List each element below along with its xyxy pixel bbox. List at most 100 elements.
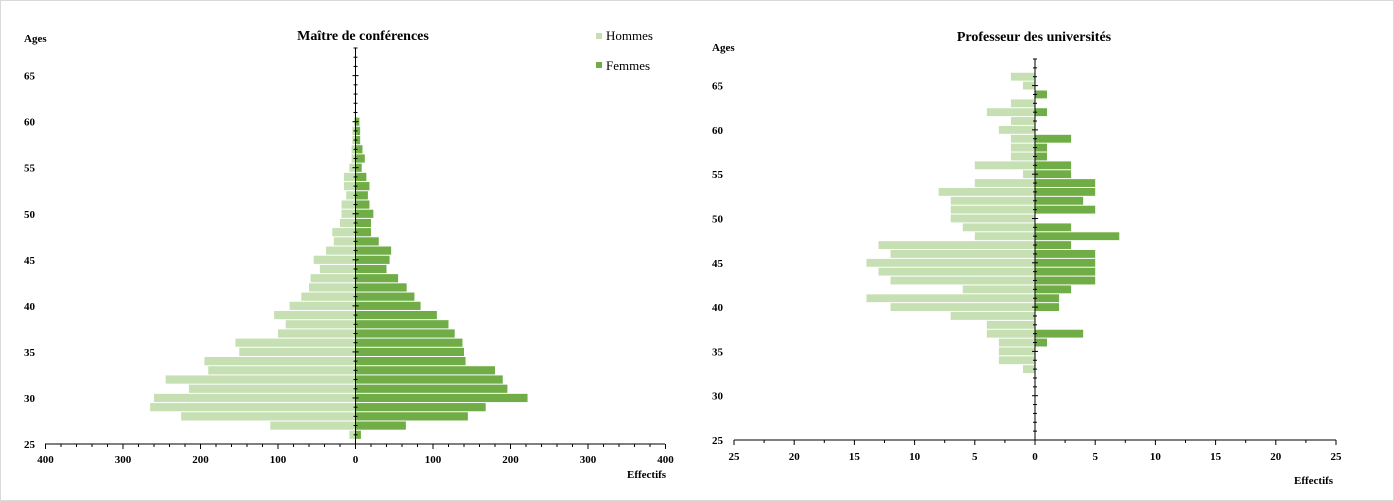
chart2-bar-femmes-age-53: [1035, 188, 1095, 196]
chart1-y-tick-label: 45: [24, 255, 36, 267]
chart1-bar-femmes-age-49: [356, 219, 372, 227]
chart1-bar-femmes-age-47: [356, 237, 379, 245]
chart1-y-tick-label: 55: [24, 163, 36, 175]
chart1-bar-hommes-age-44: [320, 265, 356, 273]
chart1-y-tick-label: 25: [24, 439, 36, 451]
chart2-x-tick-label: 0: [1032, 451, 1038, 463]
chart1-bar-femmes-age-40: [356, 302, 421, 310]
chart2-bar-femmes-age-40: [1035, 303, 1059, 311]
chart2-x-tick-label: 5: [1092, 451, 1098, 463]
chart1-y-tick-label: 60: [24, 117, 36, 129]
chart1-bar-femmes-age-37: [356, 329, 455, 337]
chart1-bar-femmes-age-35: [356, 348, 465, 356]
chart1-bar-hommes-age-27: [270, 421, 355, 429]
chart2-bar-femmes-age-45: [1035, 259, 1095, 267]
chart1-bar-hommes-age-47: [334, 237, 356, 245]
chart1-x-tick-label: 200: [192, 454, 209, 466]
chart1-y-tick-label: 40: [24, 301, 36, 313]
chart2-bar-hommes-age-62: [987, 108, 1035, 116]
chart1-x-tick-label: 200: [502, 454, 519, 466]
chart2-bar-hommes-age-37: [987, 330, 1035, 338]
chart2-bar-femmes-age-41: [1035, 294, 1059, 302]
chart2-bar-hommes-age-53: [939, 188, 1035, 196]
chart1-bar-femmes-age-48: [356, 228, 372, 236]
chart2-bar-femmes-age-59: [1035, 135, 1071, 143]
chart2-bar-hommes-age-38: [987, 321, 1035, 329]
chart1-bar-hommes-age-36: [235, 339, 355, 347]
chart1-bar-femmes-age-29: [356, 403, 486, 411]
chart1-bar-hommes-age-37: [278, 329, 356, 337]
chart2-bar-hommes-age-49: [963, 223, 1035, 231]
chart2-y-tick-label: 35: [712, 346, 724, 358]
legend-hommes-swatch: [596, 33, 602, 39]
chart2-x-tick-label: 10: [909, 451, 921, 463]
chart1-bar-femmes-age-39: [356, 311, 437, 319]
chart1-bar-femmes-age-51: [356, 200, 370, 208]
chart1-bar-hommes-age-30: [154, 394, 356, 402]
chart1-bar-femmes-age-33: [356, 366, 496, 374]
chart2-bar-hommes-age-35: [999, 347, 1035, 355]
chart1-title: Maître de conférences: [297, 29, 429, 44]
chart1-x-tick-label: 300: [580, 454, 597, 466]
chart1-bar-femmes-age-38: [356, 320, 449, 328]
chart1-bar-femmes-age-53: [356, 182, 370, 190]
chart2-bar-femmes-age-37: [1035, 330, 1083, 338]
chart1-bar-femmes-age-32: [356, 375, 503, 383]
chart2-y-tick-label: 60: [712, 125, 724, 137]
chart1-bar-hommes-age-42: [309, 283, 356, 291]
chart2-bar-hommes-age-40: [891, 303, 1035, 311]
chart2-bar-femmes-age-48: [1035, 232, 1119, 240]
chart2-x-tick-label: 25: [1331, 451, 1343, 463]
chart-professeur-des-universites: Professeur des universités Ages Effectif…: [712, 30, 1342, 487]
chart2-y-tick-label: 65: [712, 81, 724, 93]
chart2-bar-femmes-age-54: [1035, 179, 1095, 187]
chart2-bar-hommes-age-61: [1011, 117, 1035, 125]
chart1-bar-femmes-age-28: [356, 412, 468, 420]
chart2-bar-femmes-age-51: [1035, 206, 1095, 214]
chart1-bar-hommes-age-34: [204, 357, 355, 365]
chart1-y-tick-label: 30: [24, 393, 36, 405]
chart1-bar-hommes-age-43: [311, 274, 356, 282]
chart1-y-axis-label: Ages: [24, 33, 47, 45]
legend-femmes-label: Femmes: [606, 58, 650, 73]
chart2-x-tick-label: 15: [849, 451, 861, 463]
chart2-bar-hommes-age-58: [1011, 144, 1035, 152]
chart1-bar-hommes-age-35: [239, 348, 355, 356]
chart2-bar-femmes-age-43: [1035, 277, 1095, 285]
chart-maitre-de-conferences: Maître de conférences Ages Effectifs Hom…: [24, 28, 674, 481]
chart1-bar-hommes-age-38: [286, 320, 356, 328]
chart2-x-tick-label: 20: [789, 451, 801, 463]
chart2-y-axis-label: Ages: [712, 42, 735, 54]
chart1-bar-hommes-age-51: [342, 200, 356, 208]
chart2-bar-hommes-age-42: [963, 285, 1035, 293]
chart2-bar-femmes-age-56: [1035, 161, 1071, 169]
chart2-bar-femmes-age-42: [1035, 285, 1071, 293]
chart1-x-axis-label: Effectifs: [627, 469, 667, 481]
chart2-bar-hommes-age-56: [975, 161, 1035, 169]
chart1-x-tick-label: 400: [37, 454, 54, 466]
chart1-x-tick-label: 100: [425, 454, 442, 466]
chart1-bar-hommes-age-29: [150, 403, 355, 411]
chart1-bar-hommes-age-33: [208, 366, 355, 374]
chart2-x-axis-label: Effectifs: [1294, 475, 1334, 487]
chart1-bar-hommes-age-45: [314, 256, 356, 264]
chart2-bar-hommes-age-39: [951, 312, 1035, 320]
chart2-bar-hommes-age-66: [1011, 73, 1035, 81]
chart2-y-tick-label: 40: [712, 302, 724, 314]
chart1-bar-hommes-age-40: [290, 302, 356, 310]
chart2-title: Professeur des universités: [957, 30, 1112, 45]
chart2-x-tick-label: 25: [729, 451, 741, 463]
chart1-bar-femmes-age-44: [356, 265, 387, 273]
chart1-bar-hommes-age-46: [326, 247, 355, 255]
chart2-y-tick-label: 45: [712, 258, 724, 270]
chart2-bar-hommes-age-46: [891, 250, 1035, 258]
legend-hommes-label: Hommes: [606, 28, 653, 43]
chart2-bar-hommes-age-57: [1011, 153, 1035, 161]
chart1-y-tick-label: 35: [24, 347, 36, 359]
chart2-bar-hommes-age-44: [878, 268, 1035, 276]
chart1-bar-femmes-age-42: [356, 283, 407, 291]
legend-femmes-swatch: [596, 62, 602, 68]
chart1-bar-hommes-age-31: [189, 385, 356, 393]
chart2-x-tick-label: 10: [1150, 451, 1162, 463]
